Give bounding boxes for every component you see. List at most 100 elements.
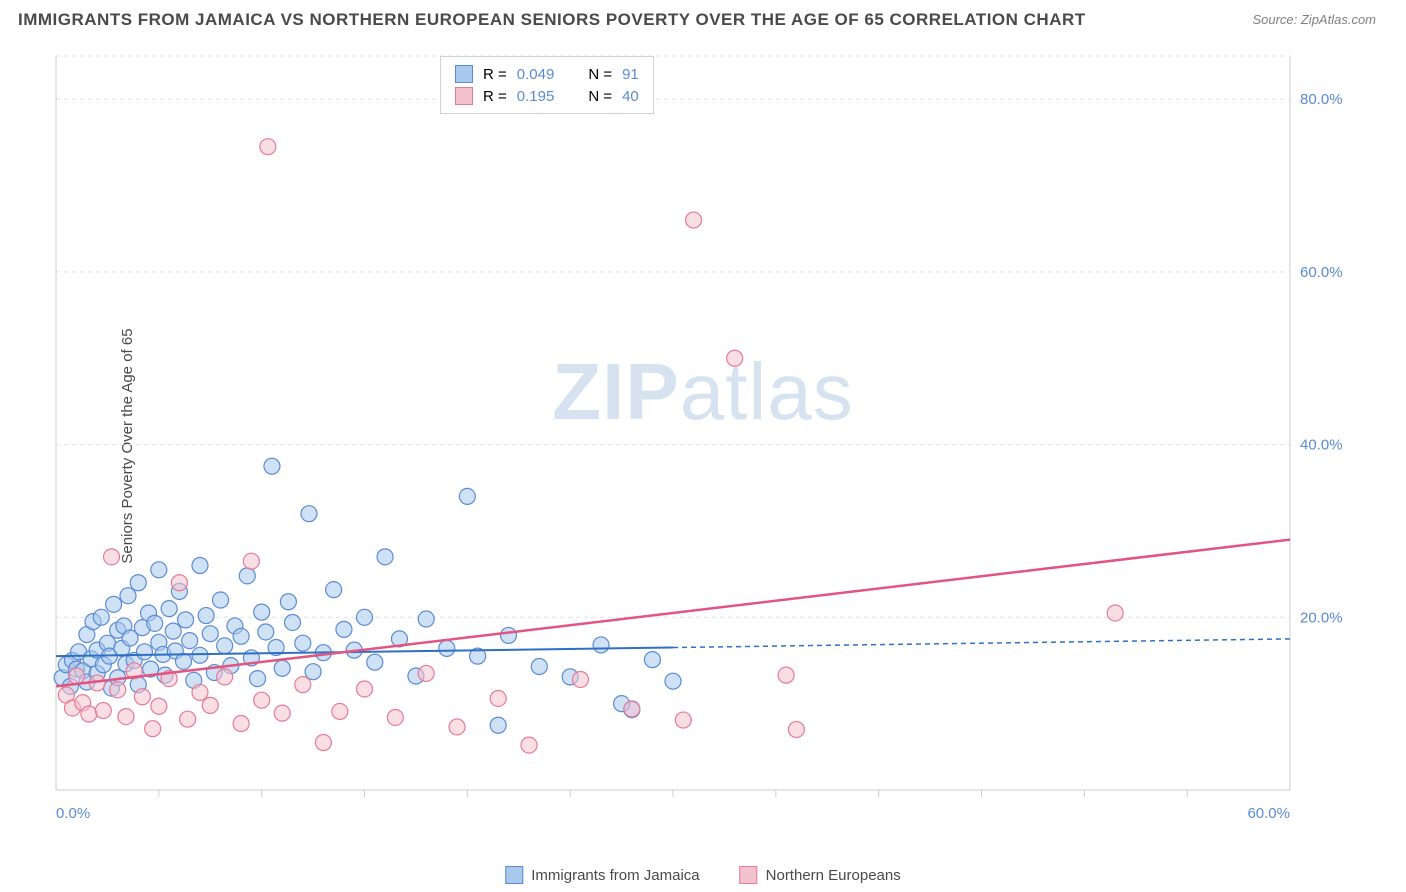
scatter-point [490, 690, 506, 706]
scatter-point [69, 668, 85, 684]
scatter-point [198, 608, 214, 624]
scatter-point [192, 684, 208, 700]
scatter-point [217, 669, 233, 685]
y-tick-label: 40.0% [1300, 437, 1343, 454]
scatter-point [202, 626, 218, 642]
scatter-point [490, 717, 506, 733]
n-label: N = [588, 66, 612, 83]
scatter-point [260, 139, 276, 155]
scatter-point [165, 623, 181, 639]
scatter-point [305, 664, 321, 680]
scatter-point [418, 611, 434, 627]
source-attribution: Source: ZipAtlas.com [1252, 12, 1376, 27]
scatter-point [295, 677, 311, 693]
scatter-point [145, 721, 161, 737]
legend-item-b: Northern Europeans [740, 866, 901, 884]
n-label: N = [588, 88, 612, 105]
scatter-point [171, 575, 187, 591]
scatter-point [93, 609, 109, 625]
r-value-a: 0.049 [517, 66, 555, 83]
scatter-point [95, 703, 111, 719]
chart-area: 20.0% 40.0% 60.0% 80.0% 0.0% 60.0% [50, 50, 1360, 830]
swatch-series-b [740, 866, 758, 884]
scatter-point [136, 644, 152, 660]
legend-stats-box: R = 0.049 N = 91 R = 0.195 N = 40 [440, 56, 654, 114]
y-tick-label: 60.0% [1300, 264, 1343, 281]
scatter-point [110, 682, 126, 698]
scatter-point [202, 697, 218, 713]
swatch-series-a [455, 65, 473, 83]
scatter-point [274, 705, 290, 721]
scatter-point [192, 557, 208, 573]
scatter-point [134, 689, 150, 705]
scatter-point [120, 588, 136, 604]
scatter-point [280, 594, 296, 610]
scatter-point [788, 722, 804, 738]
scatter-point [377, 549, 393, 565]
legend-stats-row-1: R = 0.049 N = 91 [455, 63, 639, 85]
legend-label-b: Northern Europeans [766, 867, 901, 884]
swatch-series-a [505, 866, 523, 884]
scatter-point [178, 612, 194, 628]
scatter-point [624, 701, 640, 717]
scatter-point [1107, 605, 1123, 621]
scatter-point [357, 609, 373, 625]
scatter-point [521, 737, 537, 753]
scatter-point [367, 654, 383, 670]
scatter-point [106, 596, 122, 612]
scatter-point [250, 671, 266, 687]
x-tick-label: 0.0% [56, 805, 90, 822]
legend-stats-row-2: R = 0.195 N = 40 [455, 85, 639, 107]
scatter-point [147, 615, 163, 631]
scatter-point [192, 647, 208, 663]
scatter-point [180, 711, 196, 727]
n-value-b: 40 [622, 88, 639, 105]
scatter-point [644, 652, 660, 668]
scatter-point [264, 458, 280, 474]
scatter-point [675, 712, 691, 728]
y-tick-label: 80.0% [1300, 91, 1343, 108]
scatter-point [295, 635, 311, 651]
scatter-point [572, 671, 588, 687]
legend-label-a: Immigrants from Jamaica [531, 867, 699, 884]
scatter-point [326, 582, 342, 598]
legend-bottom: Immigrants from Jamaica Northern Europea… [505, 866, 900, 884]
scatter-point [727, 350, 743, 366]
scatter-point [182, 633, 198, 649]
scatter-point [449, 719, 465, 735]
scatter-point [274, 660, 290, 676]
scatter-point [531, 659, 547, 675]
scatter-point [258, 624, 274, 640]
scatter-point [161, 601, 177, 617]
scatter-point [254, 604, 270, 620]
r-label: R = [483, 88, 507, 105]
scatter-point [665, 673, 681, 689]
y-tick-label: 20.0% [1300, 609, 1343, 626]
scatter-point [151, 698, 167, 714]
legend-item-a: Immigrants from Jamaica [505, 866, 699, 884]
scatter-point [500, 627, 516, 643]
scatter-point [213, 592, 229, 608]
scatter-point [315, 735, 331, 751]
scatter-point [332, 703, 348, 719]
scatter-point [439, 640, 455, 656]
trend-line [56, 540, 1290, 687]
scatter-point [239, 568, 255, 584]
scatter-point [285, 614, 301, 630]
scatter-point [118, 709, 134, 725]
scatter-point [243, 553, 259, 569]
x-tick-label: 60.0% [1247, 805, 1290, 822]
scatter-point [254, 692, 270, 708]
scatter-point [233, 628, 249, 644]
scatter-point [104, 549, 120, 565]
scatter-point [233, 716, 249, 732]
scatter-point [778, 667, 794, 683]
scatter-point [176, 653, 192, 669]
r-value-b: 0.195 [517, 88, 555, 105]
chart-title: IMMIGRANTS FROM JAMAICA VS NORTHERN EURO… [18, 10, 1086, 30]
swatch-series-b [455, 87, 473, 105]
scatter-point [593, 637, 609, 653]
scatter-point [81, 706, 97, 722]
trend-line-ext [673, 639, 1290, 648]
scatter-point [387, 709, 403, 725]
